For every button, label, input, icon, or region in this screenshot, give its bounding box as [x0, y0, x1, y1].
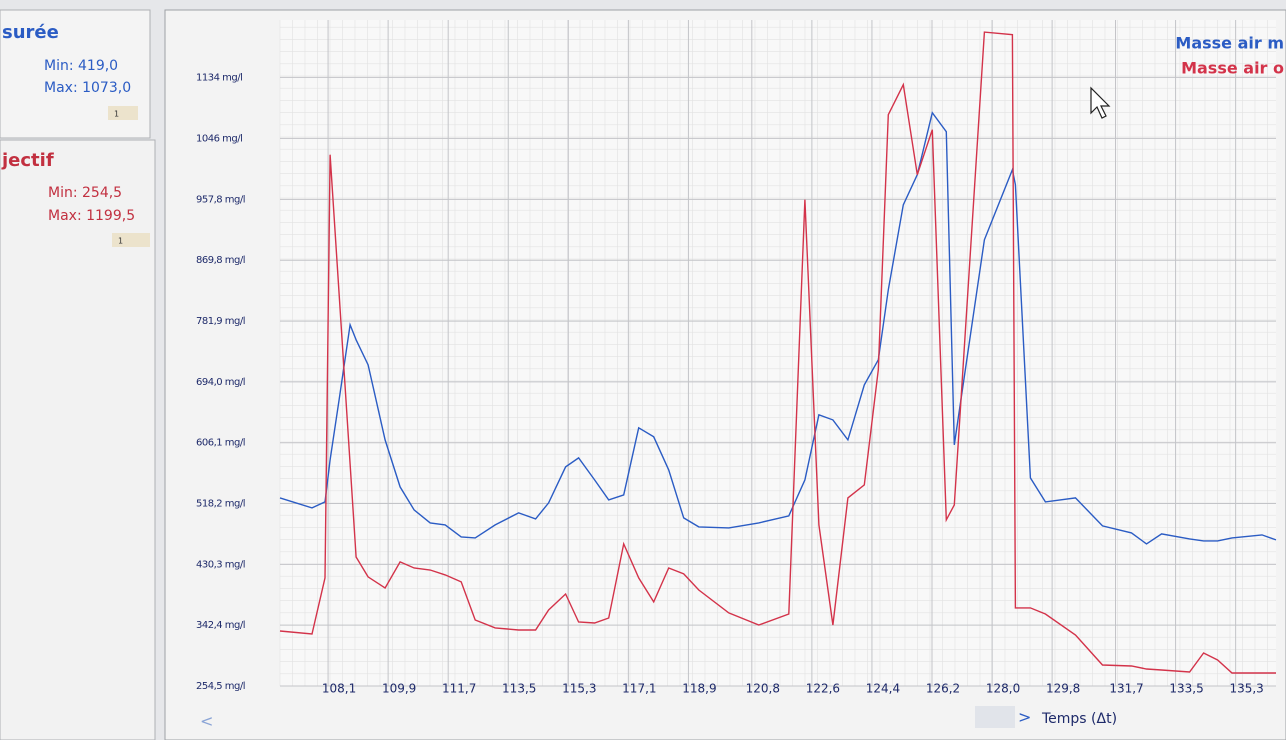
min-value: Min: 254,5 — [48, 185, 122, 201]
y-tick-label: 694,0 mg/l — [196, 377, 245, 388]
y-tick-label: 518,2 mg/l — [196, 499, 245, 510]
scroll-thumb[interactable] — [975, 706, 1015, 728]
x-tick-label: 135,3 — [1229, 682, 1263, 696]
legend-entry: Masse air o — [1181, 59, 1284, 78]
y-tick-label: 342,4 mg/l — [196, 620, 245, 631]
y-tick-label: 957,8 mg/l — [196, 194, 245, 205]
badge — [112, 233, 150, 247]
badge — [108, 106, 138, 120]
x-tick-label: 113,5 — [502, 682, 536, 696]
max-value: Max: 1073,0 — [44, 80, 131, 96]
series-line — [279, 111, 1277, 545]
x-tick-label: 109,9 — [382, 682, 416, 696]
panel-section — [0, 139, 156, 740]
x-tick-label: 128,0 — [986, 682, 1020, 696]
x-tick-label: 126,2 — [926, 682, 960, 696]
x-tick-label: 133,5 — [1169, 682, 1203, 696]
legend-entry: Masse air m — [1175, 34, 1284, 53]
badge-text: 1 — [114, 110, 119, 119]
x-tick-label: 124,4 — [866, 682, 900, 696]
x-tick-label: 108,1 — [322, 682, 356, 696]
series-line — [279, 31, 1276, 674]
min-value: Min: 419,0 — [44, 58, 118, 74]
y-tick-label: 1134 mg/l — [196, 72, 242, 83]
x-axis-label: Temps (Δt) — [1041, 711, 1117, 727]
mouse-cursor — [1090, 86, 1111, 119]
y-tick-label: 781,9 mg/l — [196, 316, 245, 327]
x-tick-label: 118,9 — [682, 682, 716, 696]
y-tick-label: 1046 mg/l — [196, 133, 242, 144]
x-tick-label: 120,8 — [746, 682, 780, 696]
section-title: jectif — [1, 150, 54, 171]
y-tick-label: 606,1 mg/l — [196, 438, 245, 449]
x-tick-label: 117,1 — [622, 682, 656, 696]
y-tick-label: 430,3 mg/l — [196, 559, 245, 570]
x-tick-label: 122,6 — [806, 682, 840, 696]
scroll-right[interactable]: > — [1018, 708, 1031, 727]
x-tick-label: 111,7 — [442, 682, 476, 696]
y-tick-label: 869,8 mg/l — [196, 255, 245, 266]
x-tick-label: 129,8 — [1046, 682, 1080, 696]
x-tick-label: 115,3 — [562, 682, 596, 696]
max-value: Max: 1199,5 — [48, 208, 135, 224]
x-tick-label: 131,7 — [1109, 682, 1143, 696]
y-tick-label: 254,5 mg/l — [196, 681, 245, 692]
scroll-left[interactable]: < — [200, 712, 213, 731]
badge-text: 1 — [118, 237, 123, 246]
plot-area — [280, 20, 1276, 686]
section-title: surée — [2, 22, 59, 43]
